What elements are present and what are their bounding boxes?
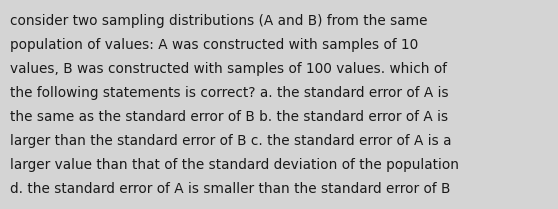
Text: values, B was constructed with samples of 100 values. which of: values, B was constructed with samples o… [10, 62, 447, 76]
Text: larger value than that of the standard deviation of the population: larger value than that of the standard d… [10, 158, 459, 172]
Text: d. the standard error of A is smaller than the standard error of B: d. the standard error of A is smaller th… [10, 182, 450, 196]
Text: the same as the standard error of B b. the standard error of A is: the same as the standard error of B b. t… [10, 110, 448, 124]
Text: larger than the standard error of B c. the standard error of A is a: larger than the standard error of B c. t… [10, 134, 451, 148]
Text: the following statements is correct? a. the standard error of A is: the following statements is correct? a. … [10, 86, 449, 100]
Text: population of values: A was constructed with samples of 10: population of values: A was constructed … [10, 38, 418, 52]
Text: consider two sampling distributions (A and B) from the same: consider two sampling distributions (A a… [10, 14, 427, 28]
